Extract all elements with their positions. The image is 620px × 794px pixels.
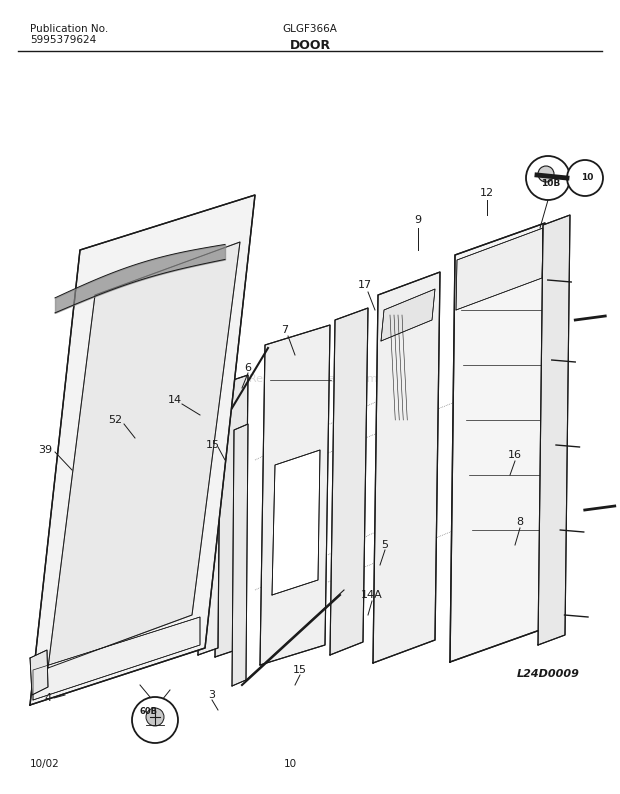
Text: 15: 15 (206, 440, 220, 450)
Polygon shape (30, 195, 255, 705)
Text: 15: 15 (293, 665, 307, 675)
Text: 12: 12 (480, 188, 494, 198)
Polygon shape (538, 215, 570, 645)
Text: 6: 6 (244, 363, 252, 373)
Text: 10B: 10B (541, 179, 560, 187)
Text: eReplacementParts.com: eReplacementParts.com (242, 374, 378, 384)
Circle shape (538, 166, 554, 182)
Text: 14: 14 (168, 395, 182, 405)
Text: 10: 10 (283, 759, 296, 769)
Text: 16: 16 (508, 450, 522, 460)
Text: Publication No.: Publication No. (30, 24, 108, 34)
Polygon shape (450, 223, 545, 662)
Polygon shape (232, 424, 248, 686)
Text: 8: 8 (516, 517, 523, 527)
Polygon shape (456, 228, 543, 310)
Text: 10/02: 10/02 (30, 759, 60, 769)
Polygon shape (33, 617, 200, 700)
Circle shape (146, 708, 164, 726)
Polygon shape (330, 308, 368, 655)
Polygon shape (198, 421, 220, 655)
Text: 52: 52 (108, 415, 122, 425)
Polygon shape (215, 375, 248, 657)
Text: 39: 39 (38, 445, 52, 455)
Polygon shape (48, 242, 240, 668)
Text: 3: 3 (208, 690, 216, 700)
Polygon shape (260, 325, 330, 665)
Text: 14A: 14A (361, 590, 383, 600)
Text: L24D0009: L24D0009 (516, 669, 580, 679)
Text: 17: 17 (358, 280, 372, 290)
Polygon shape (373, 272, 440, 663)
Text: 9: 9 (414, 215, 422, 225)
Circle shape (567, 160, 603, 196)
Polygon shape (272, 450, 320, 595)
Text: 4: 4 (45, 693, 51, 703)
Text: 7: 7 (281, 325, 288, 335)
Text: 5: 5 (381, 540, 389, 550)
Text: GLGF366A: GLGF366A (283, 24, 337, 34)
Circle shape (526, 156, 570, 200)
Polygon shape (30, 650, 48, 695)
Text: DOOR: DOOR (290, 39, 330, 52)
Circle shape (132, 697, 178, 743)
Text: 10: 10 (581, 172, 593, 182)
Text: 5995379624: 5995379624 (30, 35, 96, 45)
Text: 60B: 60B (139, 707, 157, 715)
Polygon shape (381, 289, 435, 341)
